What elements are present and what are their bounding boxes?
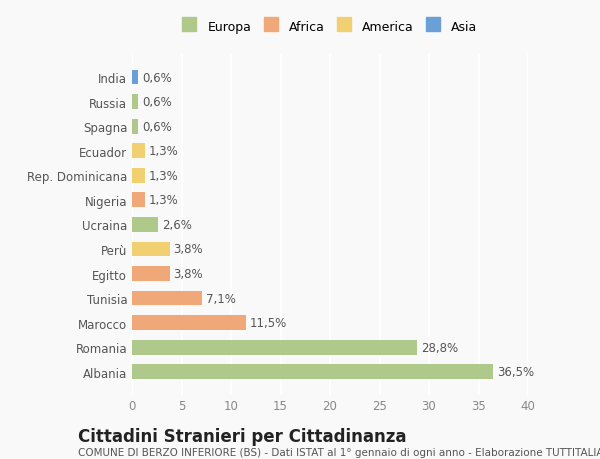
Text: 0,6%: 0,6% xyxy=(142,72,172,84)
Text: COMUNE DI BERZO INFERIORE (BS) - Dati ISTAT al 1° gennaio di ogni anno - Elabora: COMUNE DI BERZO INFERIORE (BS) - Dati IS… xyxy=(78,448,600,458)
Bar xyxy=(132,168,145,183)
Bar xyxy=(132,144,145,159)
Bar xyxy=(132,340,417,355)
Bar xyxy=(132,316,246,330)
Text: 3,8%: 3,8% xyxy=(173,268,203,280)
Text: 7,1%: 7,1% xyxy=(206,292,236,305)
Text: 1,3%: 1,3% xyxy=(149,194,179,207)
Bar xyxy=(132,193,145,208)
Text: 2,6%: 2,6% xyxy=(162,218,191,231)
Text: 1,3%: 1,3% xyxy=(149,169,179,182)
Text: 36,5%: 36,5% xyxy=(497,365,535,378)
Bar xyxy=(132,291,202,306)
Bar xyxy=(132,242,170,257)
Text: 11,5%: 11,5% xyxy=(250,316,287,330)
Text: 3,8%: 3,8% xyxy=(173,243,203,256)
Bar xyxy=(132,364,493,379)
Legend: Europa, Africa, America, Asia: Europa, Africa, America, Asia xyxy=(179,17,481,38)
Text: 0,6%: 0,6% xyxy=(142,120,172,134)
Bar xyxy=(132,95,138,110)
Bar xyxy=(132,119,138,134)
Text: 28,8%: 28,8% xyxy=(421,341,458,354)
Bar xyxy=(132,267,170,281)
Bar xyxy=(132,218,158,232)
Bar xyxy=(132,71,138,85)
Text: Cittadini Stranieri per Cittadinanza: Cittadini Stranieri per Cittadinanza xyxy=(78,427,407,445)
Text: 0,6%: 0,6% xyxy=(142,96,172,109)
Text: 1,3%: 1,3% xyxy=(149,145,179,158)
